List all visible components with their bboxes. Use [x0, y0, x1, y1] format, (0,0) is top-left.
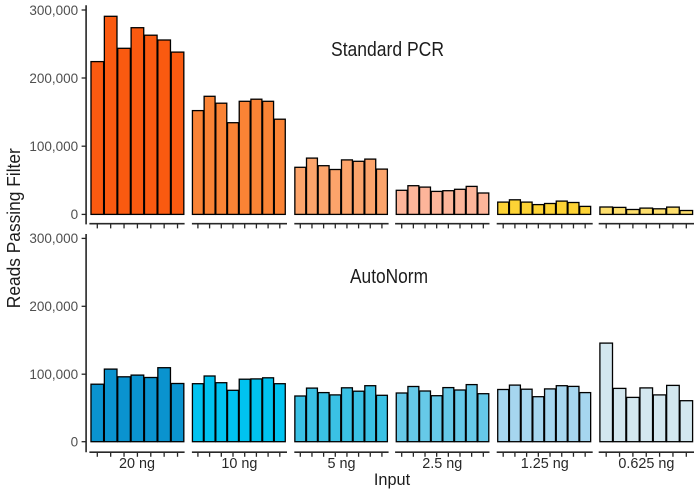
svg-text:Reads Passing Filter: Reads Passing Filter: [4, 148, 25, 308]
svg-text:0.625 ng: 0.625 ng: [618, 456, 674, 472]
svg-text:20 ng: 20 ng: [119, 456, 155, 472]
svg-text:2.5 ng: 2.5 ng: [422, 456, 462, 472]
svg-text:300,000: 300,000: [29, 231, 78, 246]
svg-text:5 ng: 5 ng: [327, 456, 355, 472]
svg-text:0: 0: [71, 435, 79, 450]
svg-text:200,000: 200,000: [29, 299, 78, 314]
svg-text:200,000: 200,000: [29, 71, 78, 86]
svg-text:AutoNorm: AutoNorm: [350, 266, 428, 288]
svg-text:1.25 ng: 1.25 ng: [521, 456, 569, 472]
svg-text:300,000: 300,000: [29, 3, 78, 18]
svg-text:Standard PCR: Standard PCR: [331, 39, 444, 61]
svg-text:100,000: 100,000: [29, 367, 78, 382]
svg-text:Input: Input: [374, 471, 411, 489]
svg-text:100,000: 100,000: [29, 139, 78, 154]
svg-text:0: 0: [71, 207, 79, 222]
svg-text:10 ng: 10 ng: [221, 456, 257, 472]
